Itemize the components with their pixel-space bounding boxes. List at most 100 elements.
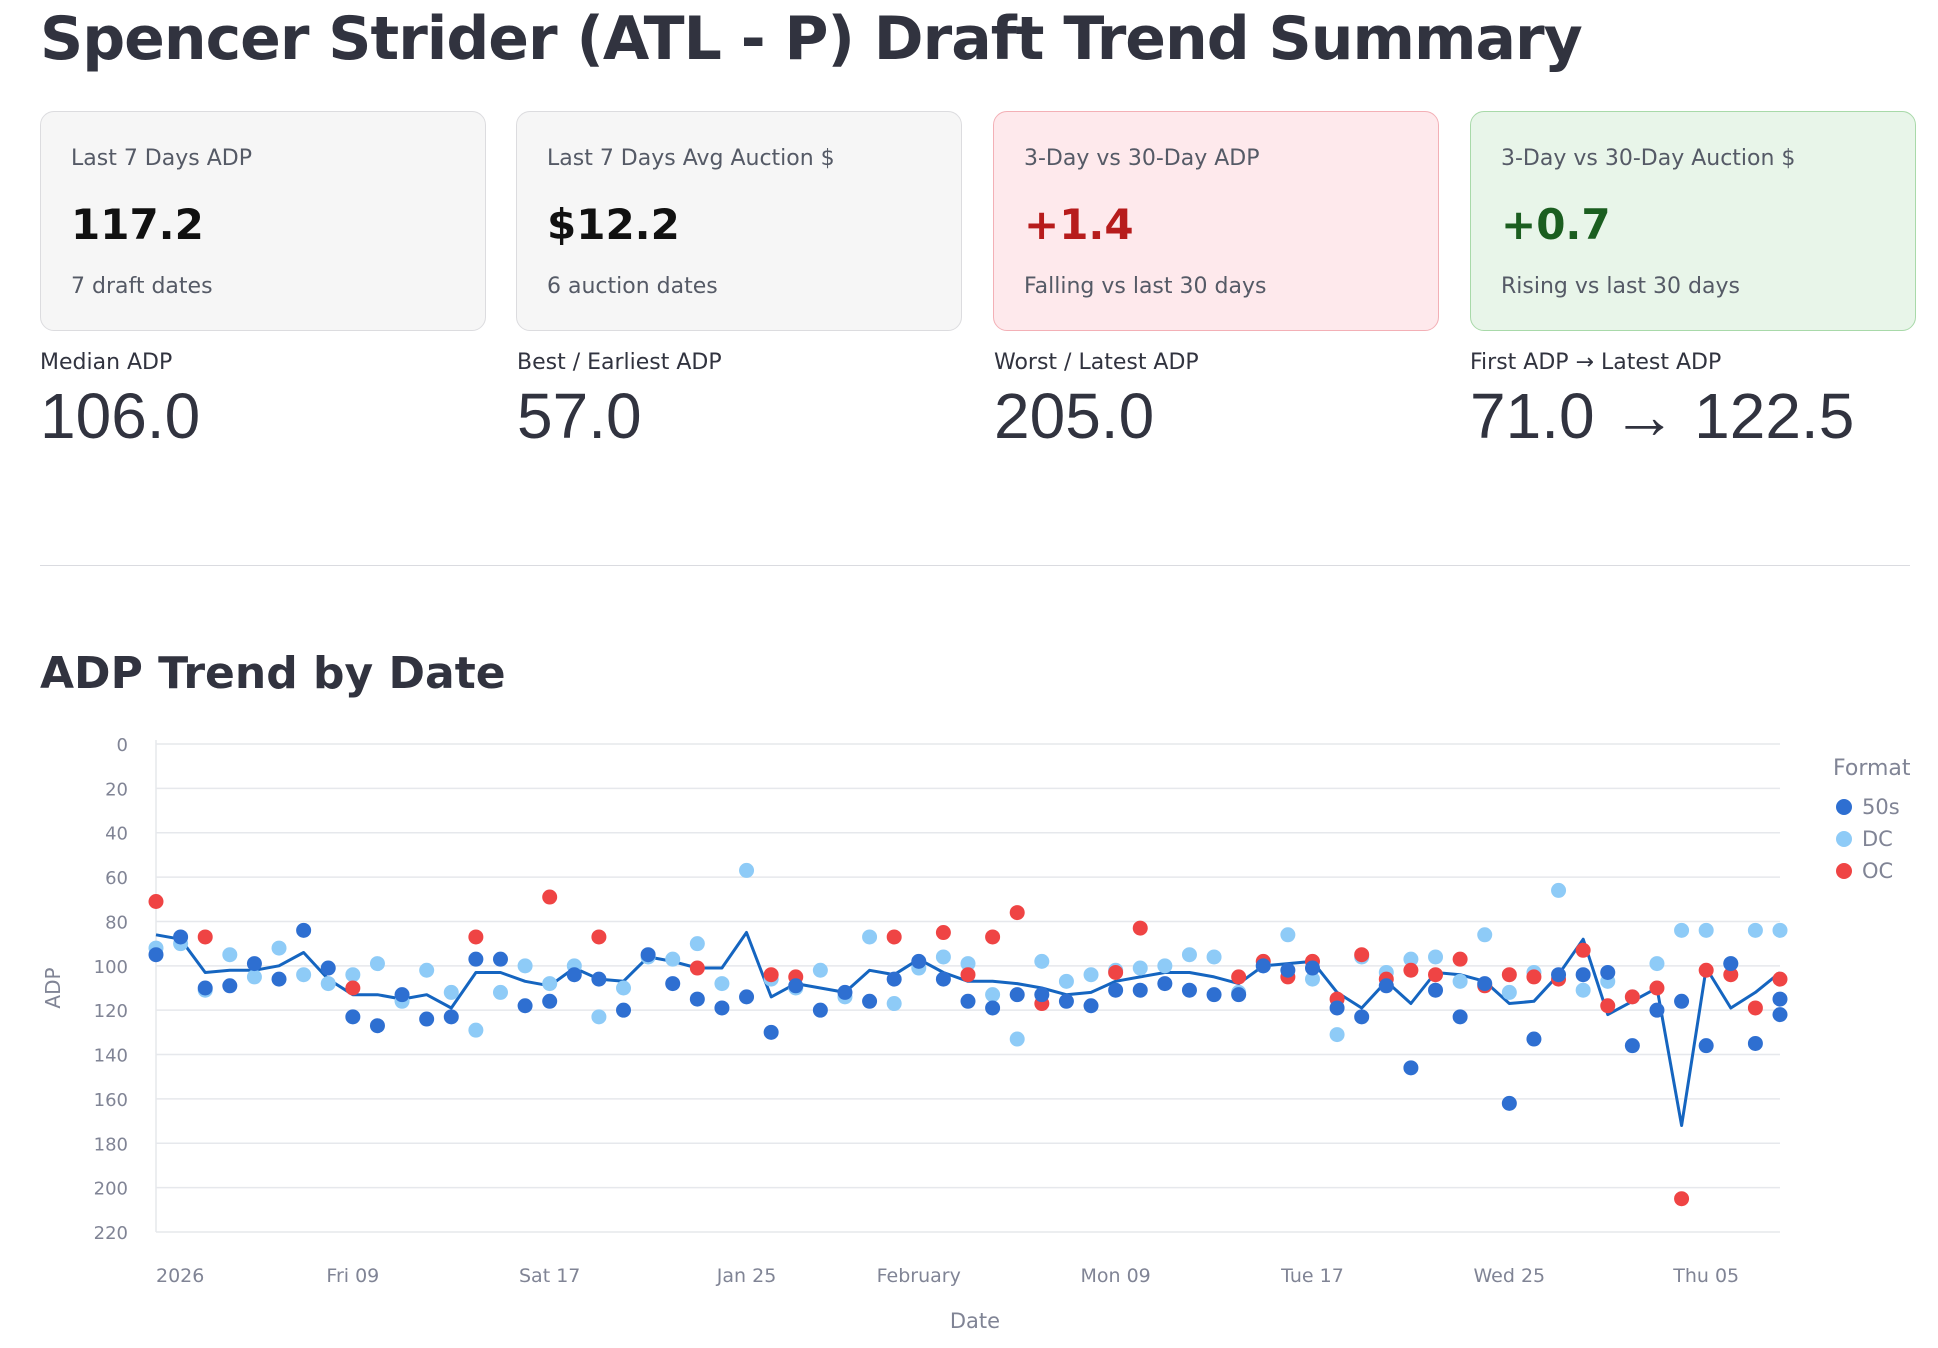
data-point-50s[interactable] xyxy=(1772,1007,1788,1023)
adp-trend-chart[interactable]: 0 20 40 60 80 100 120 140 160 180 200 220 2026 Fri 0… xyxy=(0,720,1938,1340)
data-point-dc[interactable] xyxy=(1551,882,1567,898)
data-point-50s[interactable] xyxy=(492,951,508,967)
data-point-oc[interactable] xyxy=(1649,980,1665,996)
data-point-oc[interactable] xyxy=(1698,962,1714,978)
data-point-50s[interactable] xyxy=(1354,1009,1370,1025)
data-point-oc[interactable] xyxy=(689,960,705,976)
data-point-50s[interactable] xyxy=(1009,987,1025,1003)
data-point-oc[interactable] xyxy=(1624,989,1640,1005)
data-point-50s[interactable] xyxy=(1280,962,1296,978)
data-point-dc[interactable] xyxy=(1477,927,1493,943)
legend-label-50s[interactable]: 50s xyxy=(1862,795,1900,819)
data-point-50s[interactable] xyxy=(222,978,238,994)
data-point-50s[interactable] xyxy=(714,1000,730,1016)
legend-marker-dc[interactable] xyxy=(1836,831,1852,847)
data-point-oc[interactable] xyxy=(1452,951,1468,967)
data-point-50s[interactable] xyxy=(1181,982,1197,998)
legend-label-oc[interactable]: OC xyxy=(1862,859,1893,883)
data-point-dc[interactable] xyxy=(1058,973,1074,989)
legend-label-dc[interactable]: DC xyxy=(1862,827,1893,851)
data-point-50s[interactable] xyxy=(665,976,681,992)
data-point-oc[interactable] xyxy=(1501,967,1517,983)
data-point-50s[interactable] xyxy=(886,971,902,987)
data-point-dc[interactable] xyxy=(960,956,976,972)
data-point-50s[interactable] xyxy=(1378,978,1394,994)
data-point-50s[interactable] xyxy=(960,993,976,1009)
data-point-oc[interactable] xyxy=(197,929,213,945)
data-point-50s[interactable] xyxy=(542,993,558,1009)
data-point-dc[interactable] xyxy=(689,936,705,952)
data-point-oc[interactable] xyxy=(1009,905,1025,921)
data-point-dc[interactable] xyxy=(1304,971,1320,987)
data-point-oc[interactable] xyxy=(468,929,484,945)
data-point-50s[interactable] xyxy=(517,998,533,1014)
data-point-50s[interactable] xyxy=(616,1002,632,1018)
data-point-dc[interactable] xyxy=(1575,982,1591,998)
data-point-dc[interactable] xyxy=(1083,967,1099,983)
data-point-dc[interactable] xyxy=(369,956,385,972)
data-point-dc[interactable] xyxy=(419,962,435,978)
data-point-dc[interactable] xyxy=(517,958,533,974)
data-point-oc[interactable] xyxy=(542,889,558,905)
data-point-dc[interactable] xyxy=(468,1022,484,1038)
data-point-50s[interactable] xyxy=(689,991,705,1007)
data-point-dc[interactable] xyxy=(591,1009,607,1025)
data-point-dc[interactable] xyxy=(246,969,262,985)
data-point-oc[interactable] xyxy=(1575,942,1591,958)
data-point-50s[interactable] xyxy=(862,993,878,1009)
data-point-dc[interactable] xyxy=(296,967,312,983)
data-point-dc[interactable] xyxy=(1034,953,1050,969)
data-point-dc[interactable] xyxy=(1674,922,1690,938)
data-point-50s[interactable] xyxy=(1551,967,1567,983)
data-point-oc[interactable] xyxy=(1231,969,1247,985)
data-point-50s[interactable] xyxy=(1674,993,1690,1009)
data-point-dc[interactable] xyxy=(1280,927,1296,943)
data-point-dc[interactable] xyxy=(222,947,238,963)
data-point-dc[interactable] xyxy=(320,976,336,992)
data-point-oc[interactable] xyxy=(1403,962,1419,978)
data-point-dc[interactable] xyxy=(271,940,287,956)
data-point-50s[interactable] xyxy=(1255,958,1271,974)
data-point-50s[interactable] xyxy=(985,1000,1001,1016)
data-point-50s[interactable] xyxy=(1723,956,1739,972)
data-point-dc[interactable] xyxy=(1132,960,1148,976)
data-point-50s[interactable] xyxy=(1772,991,1788,1007)
data-point-dc[interactable] xyxy=(812,962,828,978)
data-point-dc[interactable] xyxy=(1329,1027,1345,1043)
data-point-50s[interactable] xyxy=(1058,993,1074,1009)
data-point-dc[interactable] xyxy=(862,929,878,945)
data-point-50s[interactable] xyxy=(468,951,484,967)
data-point-50s[interactable] xyxy=(788,978,804,994)
data-point-50s[interactable] xyxy=(1428,982,1444,998)
data-point-oc[interactable] xyxy=(1723,967,1739,983)
data-point-50s[interactable] xyxy=(197,980,213,996)
data-point-50s[interactable] xyxy=(911,953,927,969)
data-point-dc[interactable] xyxy=(443,984,459,1000)
data-point-50s[interactable] xyxy=(1108,982,1124,998)
data-point-50s[interactable] xyxy=(443,1009,459,1025)
data-point-dc[interactable] xyxy=(665,951,681,967)
data-point-50s[interactable] xyxy=(1329,1000,1345,1016)
data-point-50s[interactable] xyxy=(1698,1038,1714,1054)
data-point-dc[interactable] xyxy=(1452,973,1468,989)
data-point-50s[interactable] xyxy=(1649,1002,1665,1018)
data-point-dc[interactable] xyxy=(985,987,1001,1003)
data-point-50s[interactable] xyxy=(1304,960,1320,976)
data-point-50s[interactable] xyxy=(1132,982,1148,998)
data-point-50s[interactable] xyxy=(320,960,336,976)
data-point-50s[interactable] xyxy=(1231,987,1247,1003)
data-point-50s[interactable] xyxy=(1157,976,1173,992)
data-point-dc[interactable] xyxy=(935,949,951,965)
data-point-dc[interactable] xyxy=(1501,984,1517,1000)
data-point-dc[interactable] xyxy=(1747,922,1763,938)
data-point-dc[interactable] xyxy=(1157,958,1173,974)
data-point-oc[interactable] xyxy=(1674,1191,1690,1207)
data-point-oc[interactable] xyxy=(591,929,607,945)
data-point-50s[interactable] xyxy=(419,1011,435,1027)
data-point-dc[interactable] xyxy=(1403,951,1419,967)
legend-marker-50s[interactable] xyxy=(1836,799,1852,815)
data-point-dc[interactable] xyxy=(542,976,558,992)
data-point-oc[interactable] xyxy=(1108,964,1124,980)
data-point-dc[interactable] xyxy=(616,980,632,996)
legend-marker-oc[interactable] xyxy=(1836,863,1852,879)
